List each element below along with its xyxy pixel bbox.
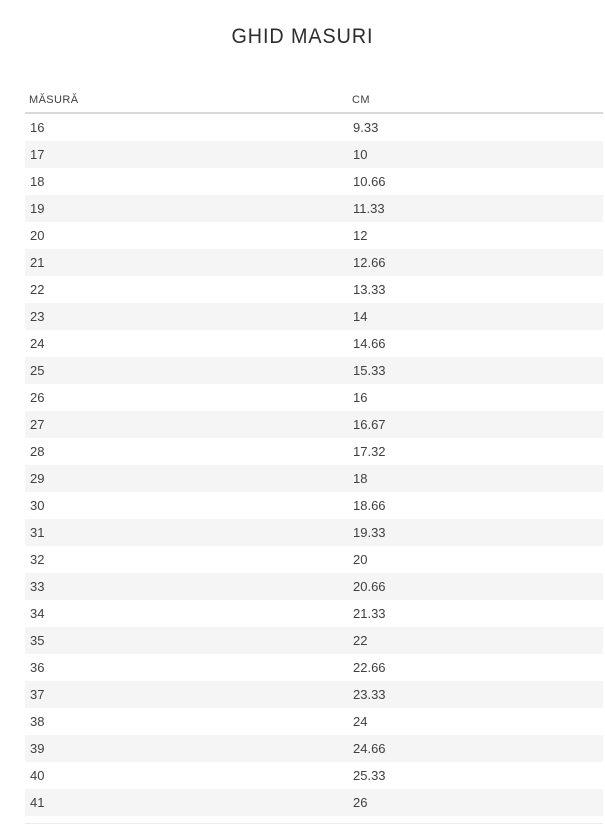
table-row: 36 22.66: [25, 654, 603, 681]
table-row: 19 11.33: [25, 195, 603, 222]
size-cell: 30: [30, 498, 45, 513]
table-row: 34 21.33: [25, 600, 603, 627]
table-row: 38 24: [25, 708, 603, 735]
cm-cell: 12.66: [353, 255, 386, 270]
table-row: 33 20.66: [25, 573, 603, 600]
table-row: 41 26: [25, 789, 603, 816]
cm-cell: 15.33: [353, 363, 386, 378]
cm-cell: 10.66: [353, 174, 386, 189]
cm-cell: 20: [353, 552, 368, 567]
cm-cell: 20.66: [353, 579, 386, 594]
cm-cell: 9.33: [353, 120, 379, 135]
cm-cell: 12: [353, 228, 368, 243]
cm-cell: 22: [353, 633, 368, 648]
table-row: 17 10: [25, 141, 603, 168]
cm-cell: 14: [353, 309, 368, 324]
column-header-masura: MĂSURĂ: [25, 94, 348, 114]
size-cell: 24: [30, 336, 45, 351]
cm-cell: 21.33: [353, 606, 386, 621]
table-row: 31 19.33: [25, 519, 603, 546]
size-cell: 29: [30, 471, 45, 486]
size-guide-table: MĂSURĂ CM 16 9.33 17 10 18 10.66 19 11.33 20 12 21…: [25, 94, 603, 816]
table-row: 21 12.66: [25, 249, 603, 276]
bottom-divider: [25, 823, 603, 824]
table-row: 25 15.33: [25, 357, 603, 384]
table-row: 24 14.66: [25, 330, 603, 357]
table-row: 26 16: [25, 384, 603, 411]
table-row: 40 25.33: [25, 762, 603, 789]
column-header-cm: CM: [348, 94, 603, 114]
table-row: 29 18: [25, 465, 603, 492]
cm-cell: 16.67: [353, 417, 386, 432]
table-row: 35 22: [25, 627, 603, 654]
size-cell: 36: [30, 660, 45, 675]
size-cell: 38: [30, 714, 45, 729]
size-cell: 39: [30, 741, 45, 756]
table-row: 16 9.33: [25, 113, 603, 141]
size-cell: 21: [30, 255, 45, 270]
cm-cell: 25.33: [353, 768, 386, 783]
size-cell: 17: [30, 147, 45, 162]
cm-cell: 14.66: [353, 336, 386, 351]
size-cell: 18: [30, 174, 45, 189]
table-row: 20 12: [25, 222, 603, 249]
table-header-row: MĂSURĂ CM: [25, 94, 603, 114]
size-cell: 34: [30, 606, 45, 621]
cm-cell: 11.33: [353, 201, 385, 216]
cm-cell: 26: [353, 795, 368, 810]
size-cell: 19: [30, 201, 45, 216]
size-cell: 22: [30, 282, 45, 297]
cm-cell: 22.66: [353, 660, 386, 675]
size-cell: 40: [30, 768, 45, 783]
page-title: GHID MASURI: [231, 25, 374, 48]
size-cell: 31: [30, 525, 45, 540]
cm-cell: 16: [353, 390, 368, 405]
table-row: 39 24.66: [25, 735, 603, 762]
size-cell: 25: [30, 363, 45, 378]
table-row: 27 16.67: [25, 411, 603, 438]
size-cell: 16: [30, 120, 45, 135]
cm-cell: 24: [353, 714, 368, 729]
cm-cell: 13.33: [353, 282, 386, 297]
size-cell: 41: [30, 795, 45, 810]
cm-cell: 23.33: [353, 687, 386, 702]
size-cell: 27: [30, 417, 45, 432]
table-row: 30 18.66: [25, 492, 603, 519]
table-row: 22 13.33: [25, 276, 603, 303]
size-cell: 32: [30, 552, 45, 567]
size-cell: 26: [30, 390, 45, 405]
table-row: 23 14: [25, 303, 603, 330]
size-cell: 33: [30, 579, 45, 594]
size-cell: 28: [30, 444, 45, 459]
size-cell: 23: [30, 309, 45, 324]
size-cell: 20: [30, 228, 45, 243]
cm-cell: 17.32: [353, 444, 386, 459]
cm-cell: 10: [353, 147, 368, 162]
table-body: 16 9.33 17 10 18 10.66 19 11.33 20 12 21 12.66 22 13.…: [25, 113, 603, 816]
cm-cell: 19.33: [353, 525, 386, 540]
cm-cell: 24.66: [353, 741, 386, 756]
size-cell: 37: [30, 687, 45, 702]
table-row: 37 23.33: [25, 681, 603, 708]
size-cell: 35: [30, 633, 45, 648]
table-row: 18 10.66: [25, 168, 603, 195]
cm-cell: 18: [353, 471, 368, 486]
cm-cell: 18.66: [353, 498, 386, 513]
table-row: 28 17.32: [25, 438, 603, 465]
table-row: 32 20: [25, 546, 603, 573]
